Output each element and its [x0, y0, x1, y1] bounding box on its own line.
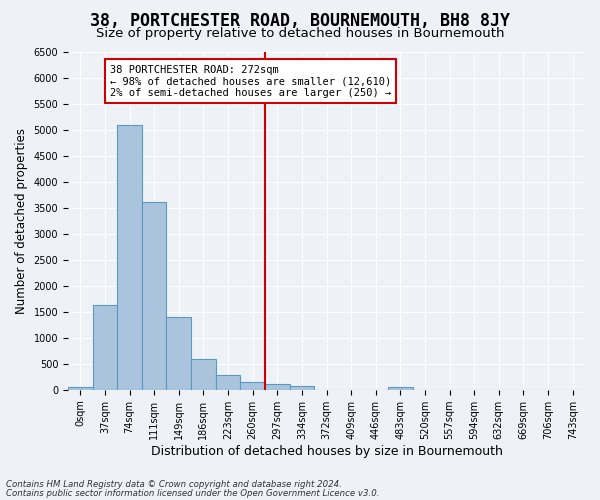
Bar	[265, 384, 290, 390]
Bar	[241, 382, 265, 390]
Bar	[216, 374, 241, 390]
Bar	[290, 386, 314, 390]
Text: 38 PORTCHESTER ROAD: 272sqm
← 98% of detached houses are smaller (12,610)
2% of : 38 PORTCHESTER ROAD: 272sqm ← 98% of det…	[110, 64, 391, 98]
Bar	[191, 359, 216, 390]
Bar	[166, 317, 191, 390]
Bar	[92, 306, 117, 390]
Text: Size of property relative to detached houses in Bournemouth: Size of property relative to detached ho…	[96, 28, 504, 40]
Bar	[68, 386, 92, 390]
Text: Contains HM Land Registry data © Crown copyright and database right 2024.: Contains HM Land Registry data © Crown c…	[6, 480, 342, 489]
Text: Contains public sector information licensed under the Open Government Licence v3: Contains public sector information licen…	[6, 489, 380, 498]
Text: 38, PORTCHESTER ROAD, BOURNEMOUTH, BH8 8JY: 38, PORTCHESTER ROAD, BOURNEMOUTH, BH8 8…	[90, 12, 510, 30]
Y-axis label: Number of detached properties: Number of detached properties	[15, 128, 28, 314]
Bar	[388, 387, 413, 390]
X-axis label: Distribution of detached houses by size in Bournemouth: Distribution of detached houses by size …	[151, 444, 502, 458]
Bar	[142, 202, 166, 390]
Bar	[117, 126, 142, 390]
